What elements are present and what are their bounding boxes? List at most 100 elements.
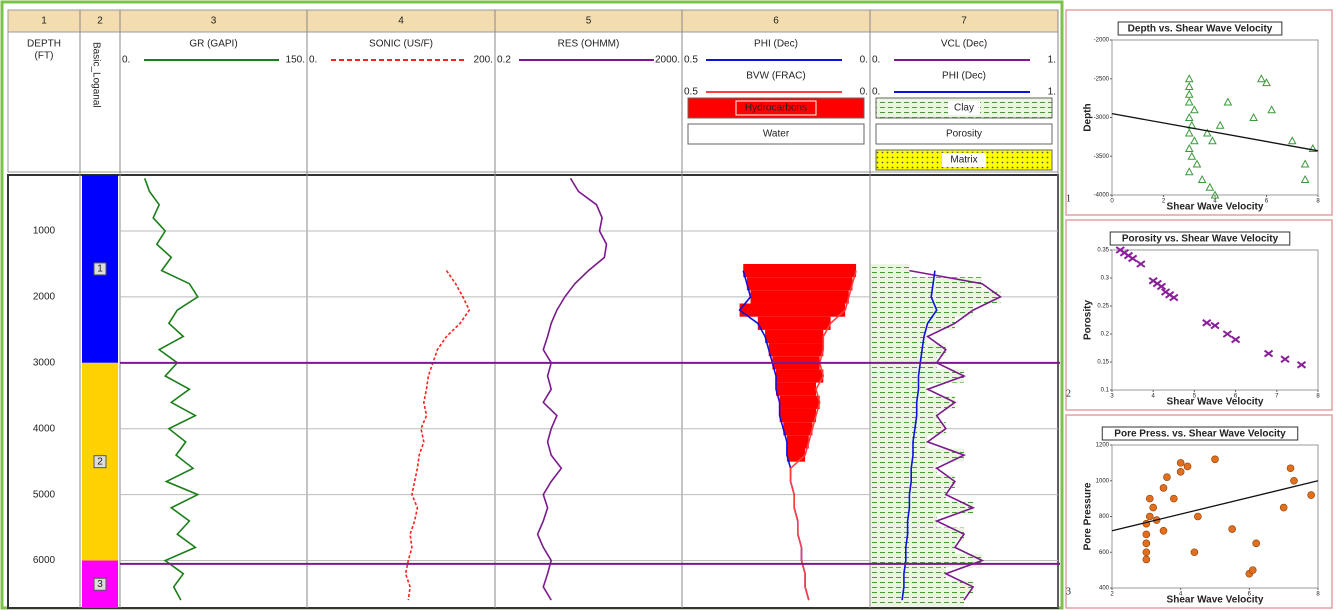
x-tick-label: 6 <box>1234 394 1238 400</box>
track-number: 1 <box>41 16 47 27</box>
point <box>1159 484 1168 492</box>
legend-label: Porosity <box>946 129 982 140</box>
crossplot-panel <box>1065 414 1333 609</box>
x-tick-label: 8 <box>1316 394 1320 400</box>
clay-fill <box>871 290 1001 304</box>
scale-min: 0. <box>309 55 317 66</box>
log-curve <box>536 177 608 601</box>
point <box>1231 335 1241 344</box>
point <box>1280 355 1290 363</box>
y-axis-label: Pore Pressure <box>1083 482 1094 550</box>
track-number: 5 <box>586 16 592 27</box>
log-content: 1 DEPTH(FT) 1000 2000 3000 4000 5000 6000 2 Basic… <box>27 10 1060 608</box>
depth-label: 6000 <box>33 555 56 566</box>
scale-max: 150. <box>286 55 305 66</box>
crossplot-panel <box>1065 219 1333 411</box>
clay-fill <box>871 474 955 489</box>
legend-box <box>875 123 1053 145</box>
clay-fill <box>871 343 946 357</box>
x-axis-label: Shear Wave Velocity <box>1167 202 1264 213</box>
crossplot-title-box <box>1109 231 1291 246</box>
point <box>1223 97 1233 106</box>
clay-fill <box>871 448 964 462</box>
hydrocarbon-fill <box>783 422 813 436</box>
track-number: 3 <box>211 16 217 27</box>
clay-fill <box>871 567 946 581</box>
hydrocarbon-fill <box>779 408 817 423</box>
track-number: 4 <box>398 16 404 27</box>
crossplot-title: Porosity vs. Shear Wave Velocity <box>1122 234 1279 245</box>
plot-number: 2 <box>1066 388 1071 399</box>
point <box>1211 455 1219 464</box>
plot-number: 1 <box>1066 193 1071 204</box>
zone-label-box <box>93 455 107 469</box>
x-tick-label: 4 <box>1213 199 1217 205</box>
zone-label-box <box>93 262 107 276</box>
point <box>1142 548 1151 557</box>
point <box>1149 503 1157 512</box>
clay-fill <box>871 553 983 568</box>
point <box>1183 462 1192 471</box>
depth-label: 2000 <box>33 292 56 303</box>
point <box>1290 476 1298 485</box>
point <box>1142 539 1151 548</box>
point <box>1279 503 1288 512</box>
point <box>1142 555 1151 564</box>
point <box>1202 128 1212 137</box>
y-tick-label: 800 <box>1099 514 1110 520</box>
x-tick-label: 6 <box>1265 199 1269 205</box>
clay-fill <box>871 514 937 528</box>
point <box>1156 282 1167 291</box>
hydrocarbon-fill <box>743 263 857 278</box>
clay-fill <box>871 329 928 344</box>
point <box>1169 293 1179 302</box>
point <box>1192 159 1202 168</box>
point <box>1228 525 1236 533</box>
plot-number: 3 <box>1066 586 1071 597</box>
y-tick-label: 1200 <box>1096 443 1110 449</box>
hydrocarbon-fill <box>776 369 824 383</box>
y-tick-label: 1000 <box>1096 478 1110 484</box>
clay-fill <box>871 263 910 278</box>
curve-name: VCL (Dec) <box>941 39 987 50</box>
point <box>1248 566 1257 574</box>
crossplot-title: Pore Press. vs. Shear Wave Velocity <box>1114 429 1286 440</box>
hydrocarbon-fill <box>739 303 846 317</box>
scale-max: 1. <box>1048 55 1056 66</box>
y-tick-label: 400 <box>1099 586 1110 592</box>
clay-fill <box>871 501 974 515</box>
y-tick-label: 0.25 <box>1097 304 1109 310</box>
point <box>1249 112 1258 121</box>
track-number: 2 <box>97 16 103 27</box>
clay-fill <box>871 422 946 436</box>
point <box>1163 473 1171 481</box>
x-tick-label: 7 <box>1275 394 1279 400</box>
clay-fill <box>871 527 964 541</box>
y-axis-label: Depth <box>1083 103 1094 131</box>
legend-label: Water <box>763 129 790 140</box>
point <box>1190 548 1199 557</box>
point <box>1170 494 1178 503</box>
y-tick-label: -2000 <box>1094 38 1110 44</box>
point <box>1263 349 1274 358</box>
hydrocarbon-fill <box>776 382 817 396</box>
x-tick-label: 4 <box>1179 592 1183 598</box>
point <box>1197 174 1207 183</box>
crossplots: Depth vs. Shear Wave Velocity -4000 -3500 -… <box>1065 9 1333 609</box>
scale-max: 2000. <box>655 55 680 66</box>
zone-label: 3 <box>97 579 103 590</box>
log-curve <box>901 270 938 601</box>
curve-name: PHI (Dec) <box>942 71 986 82</box>
point <box>1222 330 1232 338</box>
trend-line <box>1111 480 1319 532</box>
point <box>1187 151 1197 160</box>
point <box>1252 539 1260 548</box>
hydrocarbon-fill <box>786 435 809 449</box>
point <box>1184 89 1194 98</box>
y-tick-label: -2500 <box>1094 76 1110 82</box>
x-axis-label: Shear Wave Velocity <box>1167 397 1264 408</box>
point <box>1159 526 1168 535</box>
y-tick-label: 0.3 <box>1101 276 1110 282</box>
point <box>1184 143 1194 152</box>
